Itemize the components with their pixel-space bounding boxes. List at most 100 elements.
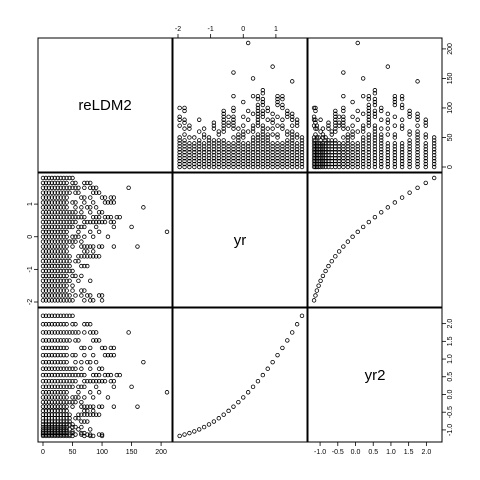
scatter-point [58,372,63,378]
scatter-point [341,244,346,249]
scatter-point [61,288,66,293]
scatter-point [79,404,84,409]
scatter-point [221,138,226,143]
scatter-point [43,283,49,288]
scatter-point [43,429,49,434]
scatter-point [290,123,295,128]
scatter-point [108,378,114,384]
scatter-point [67,224,72,230]
scatter-point [55,372,60,378]
scatter-point [423,150,428,155]
scatter-point [43,219,49,225]
scatter-point [236,135,241,140]
scatter-point [270,126,275,131]
scatter-point [221,129,226,134]
panel-reLDM2-vs-reLDM2: reLDM2 [37,37,173,173]
tick-label: 0 [41,449,45,456]
scatter-point [40,298,46,303]
x-axis-top-yr: -2 -1 0 1 [175,26,278,38]
scatter-point [114,372,120,378]
scatter-point [64,224,69,230]
scatter-point [64,210,69,215]
scatter-point [177,138,182,143]
scatter-point [46,372,52,378]
scatter-point [372,147,378,152]
scatter-point [52,408,58,414]
scatter-point [366,138,372,143]
scatter-point [43,313,49,319]
scatter-point [73,185,78,190]
scatter-point [55,175,60,181]
scatter-point [336,114,342,120]
scatter-point [76,372,81,378]
scatter-point [177,105,182,111]
scatter-point [255,123,261,128]
scatter-point [341,141,346,146]
scatter-point [341,123,346,128]
scatter-point [43,200,49,205]
scatter-point [141,359,146,365]
scatter-point [280,102,285,108]
scatter-point [99,293,105,298]
scatter-point [399,141,405,146]
scatter-point [111,384,117,390]
scatter-point [211,155,217,161]
scatter-point [350,144,355,149]
scatter-point [206,161,212,167]
scatter-point [88,180,93,186]
scatter-point [316,152,321,158]
scatter-point [79,214,84,220]
scatter-point [255,138,261,143]
scatter-point [314,126,320,131]
panel-frame [307,307,443,443]
scatter-point [55,273,60,279]
scatter-point [241,150,246,155]
scatter-point [392,123,398,128]
scatter-point [366,114,372,120]
scatter-point [73,372,78,378]
scatter-point [70,283,75,288]
scatter-point [318,129,323,134]
scatter-point [61,429,66,434]
scatter-point [206,158,212,164]
scatter-point [366,105,372,111]
scatter-point [58,219,63,225]
scatter-point [431,147,437,152]
scatter-point [40,395,46,400]
scatter-point [350,161,355,167]
scatter-point [52,219,58,225]
scatter-point [61,298,66,303]
scatter-point [79,210,84,215]
scatter-point [46,427,52,432]
scatter-point [46,214,52,220]
scatter-point [90,298,96,303]
scatter-point [320,164,326,170]
scatter-point [250,93,256,99]
scatter-point [313,108,318,114]
scatter-point [326,263,331,269]
scatter-point [341,144,346,149]
scatter-point [90,395,96,400]
scatter-point [399,164,405,170]
scatter-point [201,155,207,161]
scatter-point [345,158,351,164]
scatter-point [372,90,378,96]
scatter-point [70,330,75,335]
scatter-point [76,412,81,417]
scatter-point [299,161,305,167]
scatter-point [61,293,66,298]
scatter-point [70,366,75,371]
scatter-point [55,378,60,384]
scatter-point [280,150,285,155]
scatter-point [385,144,391,149]
scatter-point [58,263,63,269]
scatter-point [255,152,261,158]
scatter-point [46,408,52,414]
scatter-point [70,234,75,239]
scatter-point [49,273,55,279]
scatter-point [40,322,46,327]
scatter-point [231,135,236,140]
scatter-point [231,404,236,409]
scatter-point [226,161,231,167]
scatter-point [197,144,202,149]
